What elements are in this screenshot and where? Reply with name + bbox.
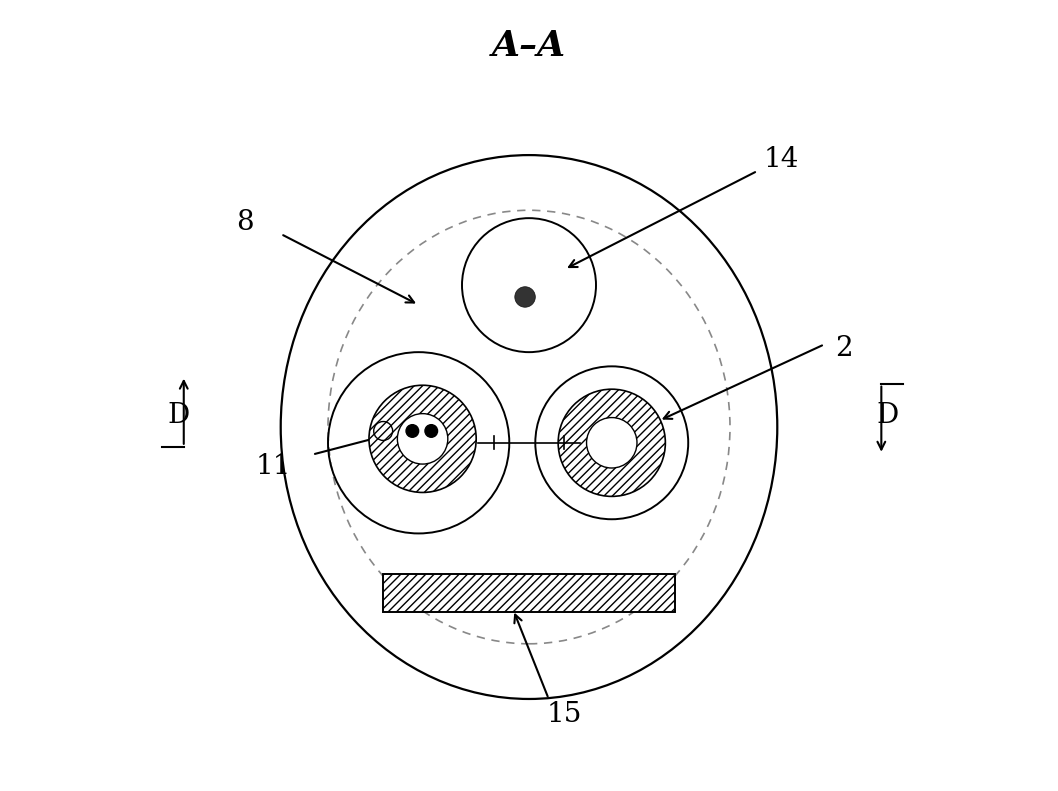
Circle shape — [369, 385, 476, 493]
Text: 2: 2 — [836, 335, 853, 361]
Text: D: D — [876, 402, 898, 429]
Text: 11: 11 — [255, 453, 291, 480]
Circle shape — [559, 389, 665, 497]
Circle shape — [515, 286, 535, 307]
Text: D: D — [167, 402, 189, 429]
Circle shape — [406, 425, 419, 437]
Text: 8: 8 — [236, 209, 254, 236]
Text: 15: 15 — [547, 702, 582, 729]
Bar — [383, 574, 675, 612]
Circle shape — [398, 414, 448, 464]
Text: 14: 14 — [764, 146, 799, 172]
Circle shape — [586, 418, 637, 468]
Circle shape — [425, 425, 438, 437]
Text: A–A: A–A — [492, 29, 566, 63]
